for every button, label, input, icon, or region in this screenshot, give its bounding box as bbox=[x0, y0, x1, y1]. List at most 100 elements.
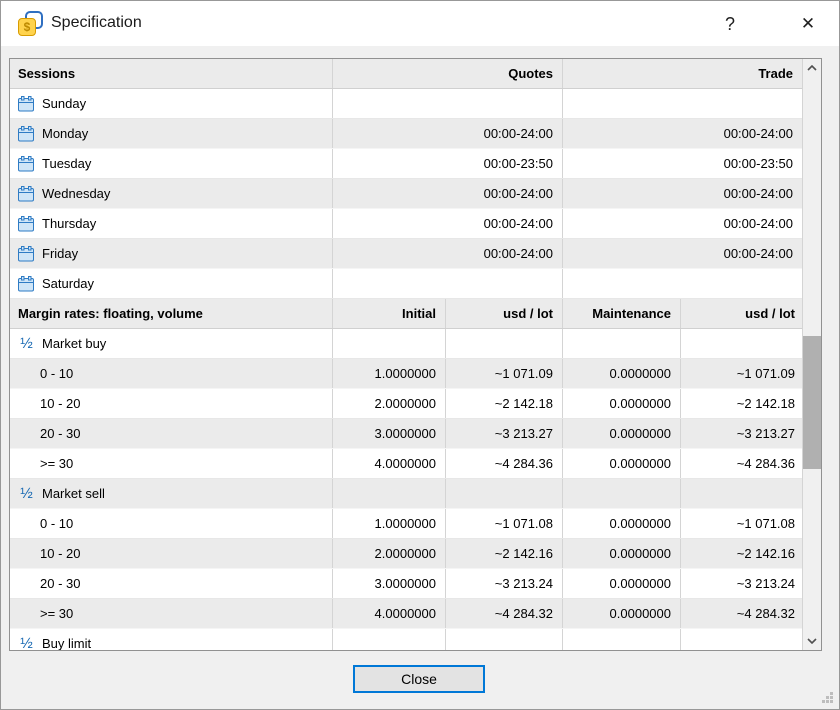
table-row-monday[interactable]: Monday 00:00-24:00 00:00-24:00 bbox=[10, 119, 802, 149]
range-label: 10 - 20 bbox=[40, 546, 81, 561]
sessions-title: Sessions bbox=[18, 66, 76, 81]
specification-table: Sessions Quotes Trade Sunday Monday 00:0… bbox=[9, 58, 822, 651]
half-fraction-icon: ½ bbox=[20, 635, 33, 651]
range-label: >= 30 bbox=[40, 606, 74, 621]
day-label: Wednesday bbox=[42, 186, 111, 201]
table-row-tuesday[interactable]: Tuesday 00:00-23:50 00:00-23:50 bbox=[10, 149, 802, 179]
quotes-value bbox=[332, 269, 562, 298]
quotes-value: 00:00-24:00 bbox=[332, 179, 562, 208]
day-label: Thursday bbox=[42, 216, 97, 231]
range-label: 0 - 10 bbox=[40, 366, 74, 381]
range-label: 0 - 10 bbox=[40, 516, 74, 531]
initial-value: 1.0000000 bbox=[332, 509, 445, 538]
table-row-saturday[interactable]: Saturday bbox=[10, 269, 802, 299]
trade-value bbox=[562, 89, 802, 118]
trade-value: 00:00-24:00 bbox=[562, 239, 802, 268]
trade-value: 00:00-24:00 bbox=[562, 179, 802, 208]
initial-value: 1.0000000 bbox=[332, 359, 445, 388]
margin-title: Margin rates: floating, volume bbox=[18, 306, 203, 321]
table-row[interactable]: >= 30 4.0000000 ~4 284.36 0.0000000 ~4 2… bbox=[10, 449, 802, 479]
calendar-icon bbox=[18, 215, 34, 231]
maintenance-value: 0.0000000 bbox=[562, 539, 680, 568]
group-row-market-sell[interactable]: ½ Market sell bbox=[10, 479, 802, 509]
table-row-sunday[interactable]: Sunday bbox=[10, 89, 802, 119]
quotes-value: 00:00-24:00 bbox=[332, 239, 562, 268]
maintenance-usd-value: ~4 284.32 bbox=[680, 599, 804, 628]
group-label: Market buy bbox=[42, 336, 107, 351]
initial-usd-value: ~1 071.08 bbox=[445, 509, 562, 538]
group-row-market-buy[interactable]: ½ Market buy bbox=[10, 329, 802, 359]
margin-header-row: Margin rates: floating, volume Initial u… bbox=[10, 299, 802, 329]
initial-value: 4.0000000 bbox=[332, 599, 445, 628]
calendar-icon bbox=[18, 245, 34, 261]
resize-grip-icon[interactable] bbox=[821, 691, 834, 704]
day-label: Tuesday bbox=[42, 156, 92, 171]
col-initial-unit: usd / lot bbox=[445, 299, 562, 328]
group-label: Buy limit bbox=[42, 636, 92, 651]
maintenance-value: 0.0000000 bbox=[562, 569, 680, 598]
quotes-value: 00:00-23:50 bbox=[332, 149, 562, 178]
calendar-icon bbox=[18, 125, 34, 141]
initial-value: 2.0000000 bbox=[332, 539, 445, 568]
dialog-title: Specification bbox=[51, 14, 142, 31]
initial-usd-value: ~4 284.36 bbox=[445, 449, 562, 478]
calendar-icon bbox=[18, 185, 34, 201]
group-label: Market sell bbox=[42, 486, 105, 501]
col-initial: Initial bbox=[332, 299, 445, 328]
table-row[interactable]: 0 - 10 1.0000000 ~1 071.09 0.0000000 ~1 … bbox=[10, 359, 802, 389]
trade-value: 00:00-23:50 bbox=[562, 149, 802, 178]
col-trade: Trade bbox=[562, 59, 802, 88]
table-row[interactable]: 20 - 30 3.0000000 ~3 213.27 0.0000000 ~3… bbox=[10, 419, 802, 449]
maintenance-usd-value: ~1 071.08 bbox=[680, 509, 804, 538]
day-label: Saturday bbox=[42, 276, 95, 291]
maintenance-usd-value: ~4 284.36 bbox=[680, 449, 804, 478]
scrollbar-down-icon[interactable] bbox=[803, 632, 821, 650]
table-row[interactable]: 10 - 20 2.0000000 ~2 142.16 0.0000000 ~2… bbox=[10, 539, 802, 569]
half-fraction-icon: ½ bbox=[20, 335, 33, 352]
close-icon[interactable]: ✕ bbox=[800, 14, 816, 33]
group-row-buy-limit[interactable]: ½ Buy limit bbox=[10, 629, 802, 651]
maintenance-usd-value: ~2 142.16 bbox=[680, 539, 804, 568]
help-button[interactable]: ? bbox=[724, 13, 735, 34]
half-fraction-icon: ½ bbox=[20, 485, 33, 502]
scrollbar-up-icon[interactable] bbox=[803, 59, 821, 77]
scrollbar-thumb[interactable] bbox=[803, 336, 821, 469]
table-row[interactable]: 10 - 20 2.0000000 ~2 142.18 0.0000000 ~2… bbox=[10, 389, 802, 419]
quotes-value bbox=[332, 89, 562, 118]
trade-value: 00:00-24:00 bbox=[562, 209, 802, 238]
col-maintenance: Maintenance bbox=[562, 299, 680, 328]
close-button[interactable]: Close bbox=[353, 665, 485, 693]
table-row[interactable]: >= 30 4.0000000 ~4 284.32 0.0000000 ~4 2… bbox=[10, 599, 802, 629]
maintenance-usd-value: ~3 213.24 bbox=[680, 569, 804, 598]
calendar-icon bbox=[18, 155, 34, 171]
table-row-wednesday[interactable]: Wednesday 00:00-24:00 00:00-24:00 bbox=[10, 179, 802, 209]
initial-value: 3.0000000 bbox=[332, 569, 445, 598]
range-label: 10 - 20 bbox=[40, 396, 81, 411]
title-bar: $ Specification ? ✕ bbox=[1, 1, 839, 46]
col-maintenance-unit: usd / lot bbox=[680, 299, 804, 328]
table-row[interactable]: 20 - 30 3.0000000 ~3 213.24 0.0000000 ~3… bbox=[10, 569, 802, 599]
maintenance-value: 0.0000000 bbox=[562, 359, 680, 388]
initial-value: 2.0000000 bbox=[332, 389, 445, 418]
vertical-scrollbar[interactable] bbox=[802, 59, 821, 650]
day-label: Friday bbox=[42, 246, 79, 261]
initial-usd-value: ~3 213.24 bbox=[445, 569, 562, 598]
dollar-icon: $ bbox=[18, 11, 43, 36]
table-row-friday[interactable]: Friday 00:00-24:00 00:00-24:00 bbox=[10, 239, 802, 269]
trade-value: 00:00-24:00 bbox=[562, 119, 802, 148]
table-row-thursday[interactable]: Thursday 00:00-24:00 00:00-24:00 bbox=[10, 209, 802, 239]
initial-usd-value: ~2 142.16 bbox=[445, 539, 562, 568]
initial-value: 4.0000000 bbox=[332, 449, 445, 478]
maintenance-usd-value: ~3 213.27 bbox=[680, 419, 804, 448]
maintenance-value: 0.0000000 bbox=[562, 389, 680, 418]
initial-usd-value: ~2 142.18 bbox=[445, 389, 562, 418]
quotes-value: 00:00-24:00 bbox=[332, 209, 562, 238]
table-row[interactable]: 0 - 10 1.0000000 ~1 071.08 0.0000000 ~1 … bbox=[10, 509, 802, 539]
calendar-icon bbox=[18, 95, 34, 111]
maintenance-value: 0.0000000 bbox=[562, 509, 680, 538]
day-label: Sunday bbox=[42, 96, 87, 111]
range-label: 20 - 30 bbox=[40, 576, 81, 591]
initial-value: 3.0000000 bbox=[332, 419, 445, 448]
day-label: Monday bbox=[42, 126, 89, 141]
